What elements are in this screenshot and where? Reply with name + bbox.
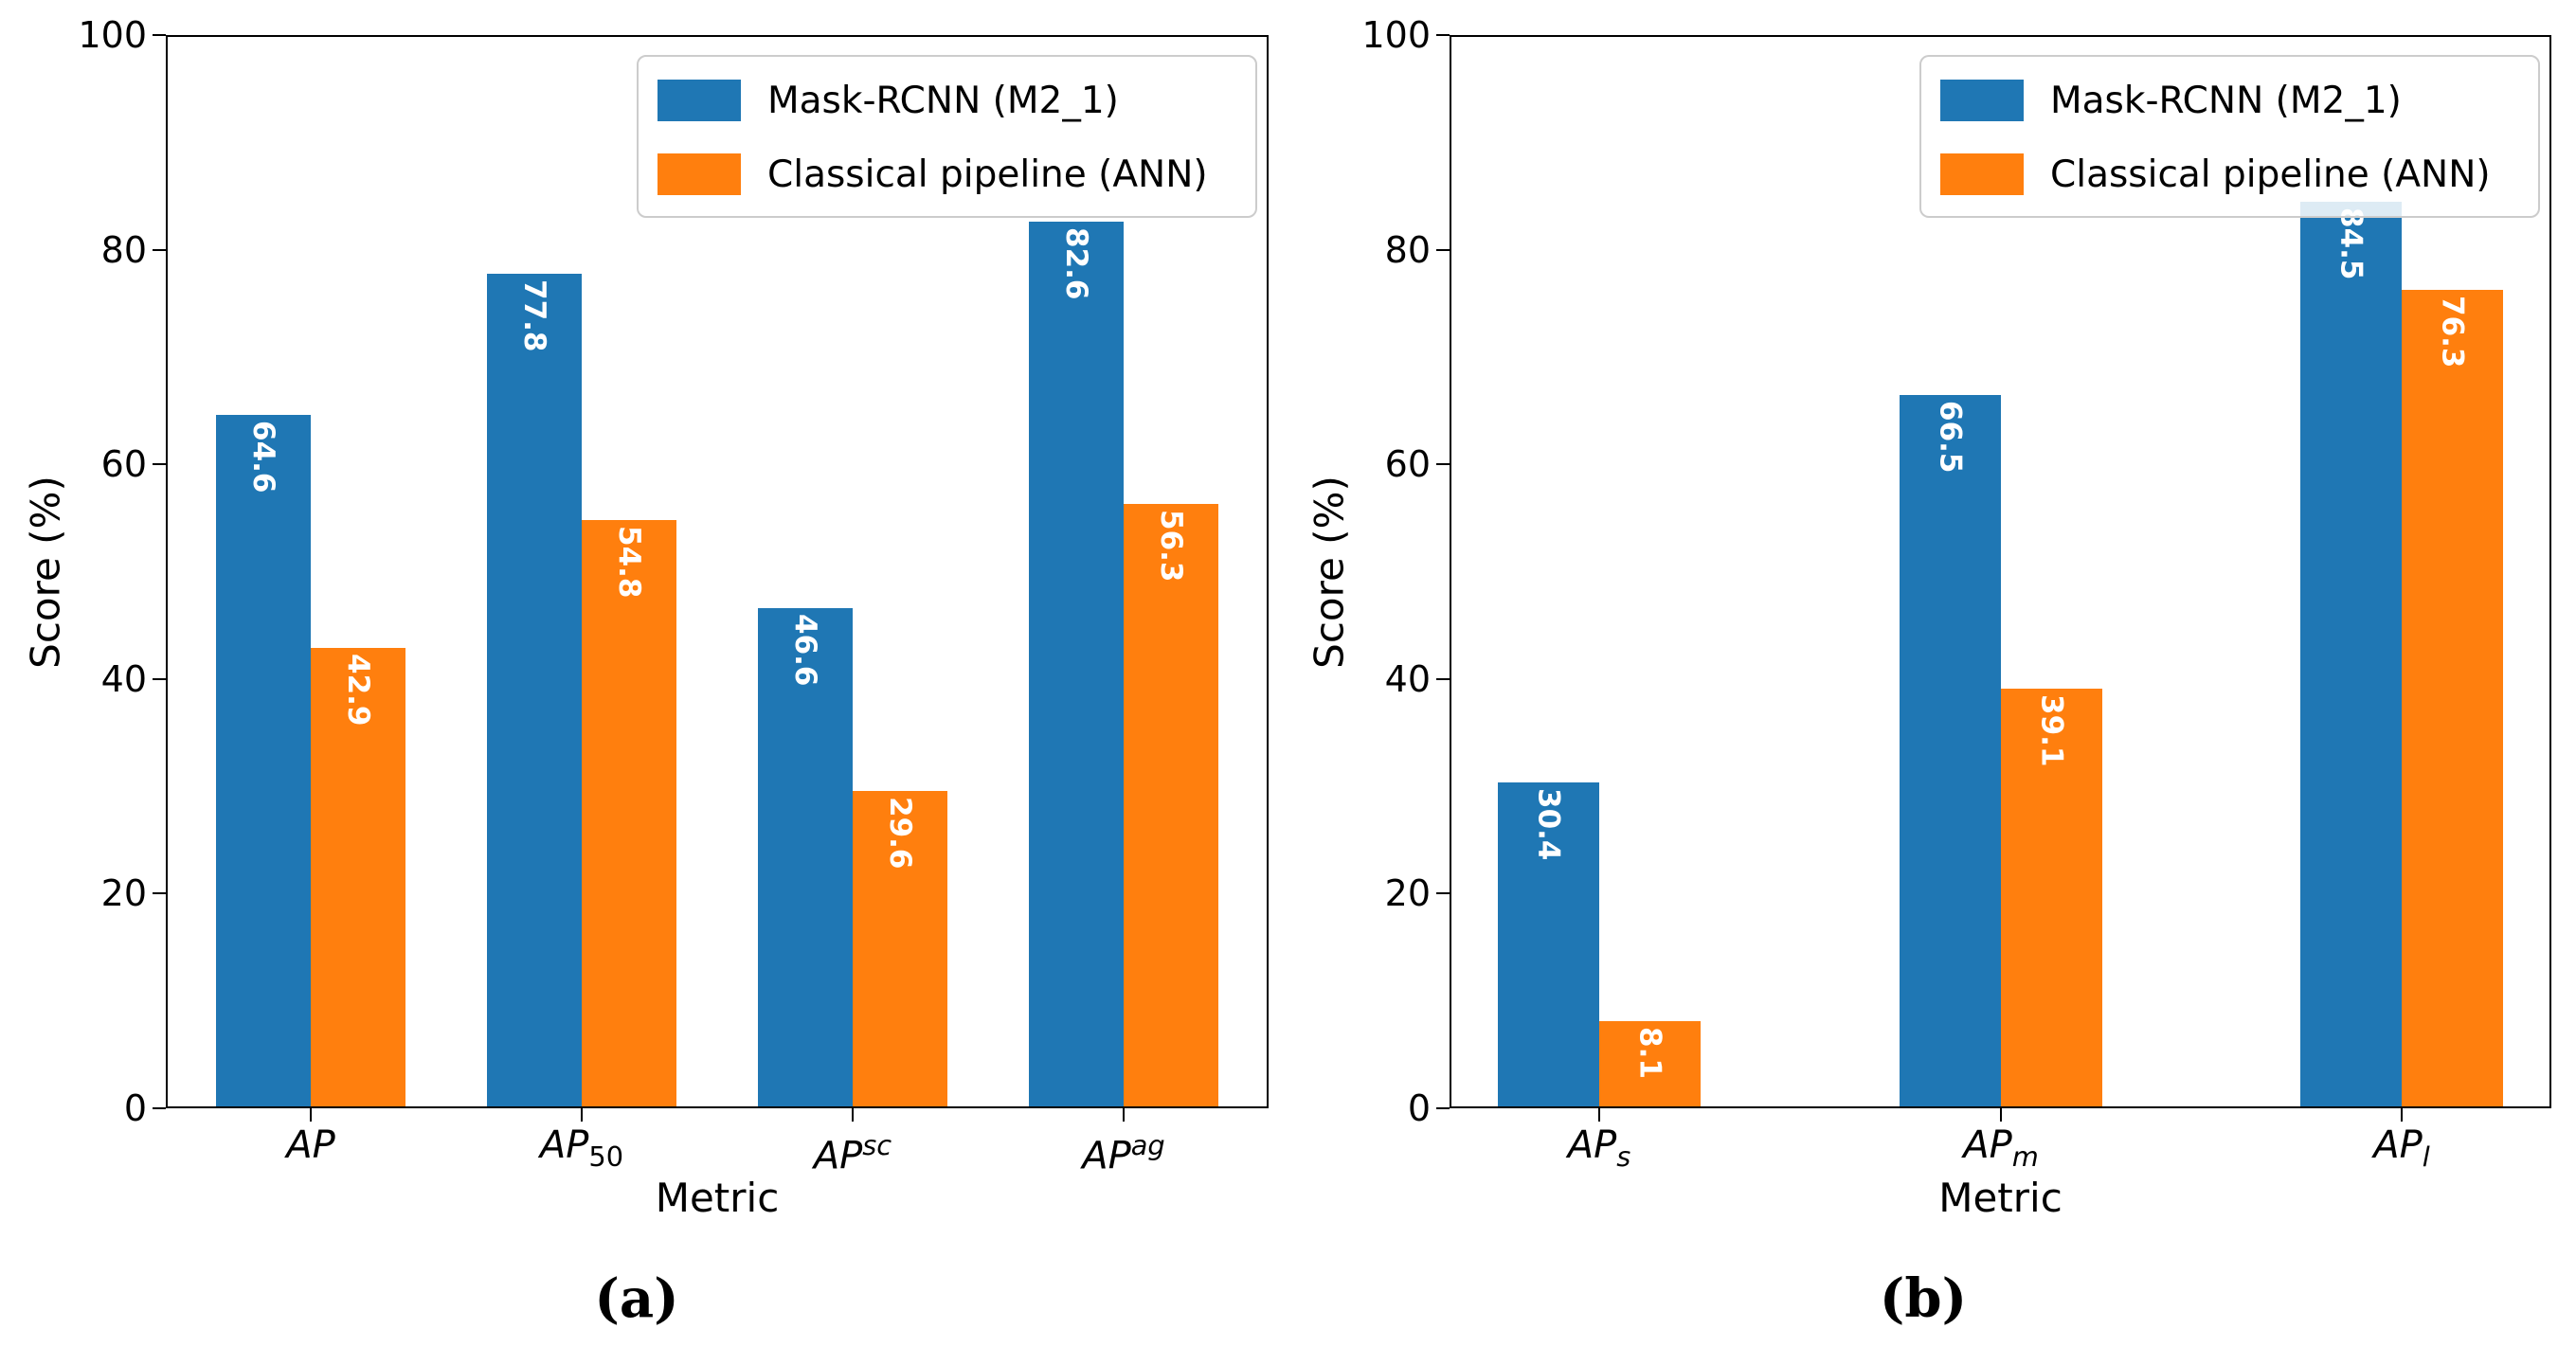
bar-series2-cat3 xyxy=(852,790,947,1108)
legend-swatch-2 xyxy=(1940,153,2024,195)
x-tick-label: AP50 xyxy=(539,1123,624,1173)
y-axis-label: Score (%) xyxy=(1306,475,1353,669)
y-tick xyxy=(1436,34,1450,36)
legend-label-2: Classical pipeline (ANN) xyxy=(767,153,1208,196)
legend-label-1: Mask-RCNN (M2_1) xyxy=(2050,79,2402,122)
bar-series2-cat1 xyxy=(1599,1021,1701,1108)
y-tick-label: 80 xyxy=(1384,228,1431,271)
x-tick-label: AP xyxy=(286,1123,335,1167)
y-axis-label: Score (%) xyxy=(22,475,69,669)
y-tick xyxy=(153,248,166,251)
bar-value-label: 56.3 xyxy=(1154,510,1188,583)
bar-value-label: 64.6 xyxy=(245,421,280,494)
y-tick-label: 100 xyxy=(1361,14,1431,56)
bar-series1-cat3 xyxy=(757,608,853,1108)
x-tick-label: APs xyxy=(1567,1123,1631,1173)
y-tick-label: 0 xyxy=(1407,1087,1431,1129)
bar-series1-cat2 xyxy=(487,273,582,1108)
y-tick-label: 60 xyxy=(100,443,147,486)
bar-value-label: 66.5 xyxy=(1933,400,1968,474)
y-tick xyxy=(1436,463,1450,466)
bar-value-label: 42.9 xyxy=(340,653,375,727)
x-tick xyxy=(851,1108,854,1122)
bar-series1-cat1 xyxy=(1498,781,1599,1108)
y-tick-label: 20 xyxy=(100,872,147,915)
bar-series2-cat4 xyxy=(1124,504,1218,1108)
bar-value-label: 77.8 xyxy=(517,278,551,352)
y-tick xyxy=(153,34,166,36)
y-tick-label: 20 xyxy=(1384,872,1431,915)
caption-b: (b) xyxy=(1879,1267,1968,1330)
x-axis-label: Metric xyxy=(1938,1175,2063,1221)
x-tick xyxy=(2400,1108,2403,1122)
y-tick xyxy=(1436,892,1450,895)
y-tick-label: 60 xyxy=(1384,443,1431,486)
bar-value-label: 76.3 xyxy=(2435,295,2470,368)
bar-value-label: 46.6 xyxy=(787,614,822,687)
y-tick xyxy=(153,463,166,466)
x-tick xyxy=(2000,1108,2002,1122)
bar-value-label: 30.4 xyxy=(1531,787,1566,861)
y-tick-label: 100 xyxy=(78,14,147,56)
bar-series1-cat1 xyxy=(215,415,311,1108)
bar-series2-cat3 xyxy=(2401,289,2503,1108)
legend-label-1: Mask-RCNN (M2_1) xyxy=(767,79,1119,122)
bar-value-label: 82.6 xyxy=(1059,227,1093,300)
y-tick-label: 40 xyxy=(100,657,147,700)
bar-value-label: 84.5 xyxy=(2333,207,2369,280)
x-tick-label: APl xyxy=(2373,1123,2430,1173)
bar-series2-cat2 xyxy=(2001,688,2102,1108)
legend-label-2: Classical pipeline (ANN) xyxy=(2050,153,2491,196)
legend-swatch-2 xyxy=(658,153,741,195)
y-tick xyxy=(1436,1107,1450,1109)
y-tick xyxy=(153,1107,166,1109)
x-axis-label: Metric xyxy=(655,1175,780,1221)
y-tick-label: 40 xyxy=(1384,657,1431,700)
caption-a: (a) xyxy=(594,1267,679,1330)
bar-series1-cat4 xyxy=(1029,222,1124,1108)
y-tick-label: 0 xyxy=(123,1087,147,1129)
y-tick xyxy=(153,677,166,680)
bar-series1-cat2 xyxy=(1900,394,2001,1108)
x-tick xyxy=(1598,1108,1600,1122)
x-tick xyxy=(1123,1108,1125,1122)
x-tick-label: APag xyxy=(1082,1129,1165,1178)
bar-value-label: 39.1 xyxy=(2034,693,2069,767)
bar-value-label: 29.6 xyxy=(882,796,917,870)
x-tick-label: APsc xyxy=(813,1129,892,1178)
bar-value-label: 8.1 xyxy=(1632,1027,1667,1080)
x-tick xyxy=(581,1108,583,1122)
legend-swatch-1 xyxy=(658,80,741,121)
y-tick xyxy=(1436,677,1450,680)
bar-series2-cat2 xyxy=(582,520,676,1108)
bar-series2-cat1 xyxy=(310,647,405,1108)
y-tick xyxy=(1436,248,1450,251)
y-tick xyxy=(153,892,166,895)
legend-swatch-1 xyxy=(1940,80,2024,121)
x-tick-label: APm xyxy=(1963,1123,2039,1173)
x-tick xyxy=(309,1108,312,1122)
bar-value-label: 54.8 xyxy=(612,526,646,599)
bar-series1-cat3 xyxy=(2299,201,2402,1108)
y-tick-label: 80 xyxy=(100,228,147,271)
